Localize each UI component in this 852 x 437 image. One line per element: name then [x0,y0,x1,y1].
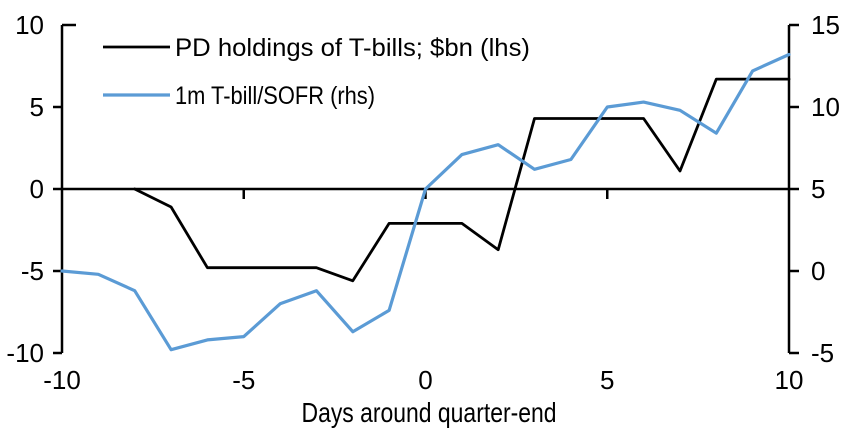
left-axis-tick-label: 10 [15,10,44,40]
right-axis-tick-label: 15 [811,10,840,40]
x-axis-tick-label: 10 [775,365,804,395]
x-axis-title: Days around quarter-end [302,397,557,428]
tick-labels-group: 10 5 0 -5 -10 15 10 5 0 -5 -10 -5 0 5 10 [6,10,840,395]
x-axis-tick-label: 0 [418,365,432,395]
x-axis-tick-label: -5 [232,365,255,395]
series-line-pd-holdings [133,77,791,283]
right-axis-tick-label: 5 [811,174,825,204]
left-axis-tick-label: -10 [6,338,44,368]
right-axis-tick-label: 0 [811,256,825,286]
left-axis-tick-label: 5 [30,92,44,122]
legend-label-tbill-sofr: 1m T-bill/SOFR (rhs) [175,82,375,110]
left-axis-tick-label: 0 [30,174,44,204]
x-axis-tick-label: 5 [600,365,614,395]
legend-label-pd-holdings: PD holdings of T-bills; $bn (lhs) [175,34,530,62]
series-line-tbill-sofr [60,52,791,352]
legend: PD holdings of T-bills; $bn (lhs) 1m T-b… [103,34,530,110]
left-axis-tick-label: -5 [21,256,44,286]
x-axis-tick-label: -10 [43,365,81,395]
series-lines-group [60,52,791,352]
right-axis-tick-label: -5 [811,338,834,368]
right-axis-tick-label: 10 [811,92,840,122]
